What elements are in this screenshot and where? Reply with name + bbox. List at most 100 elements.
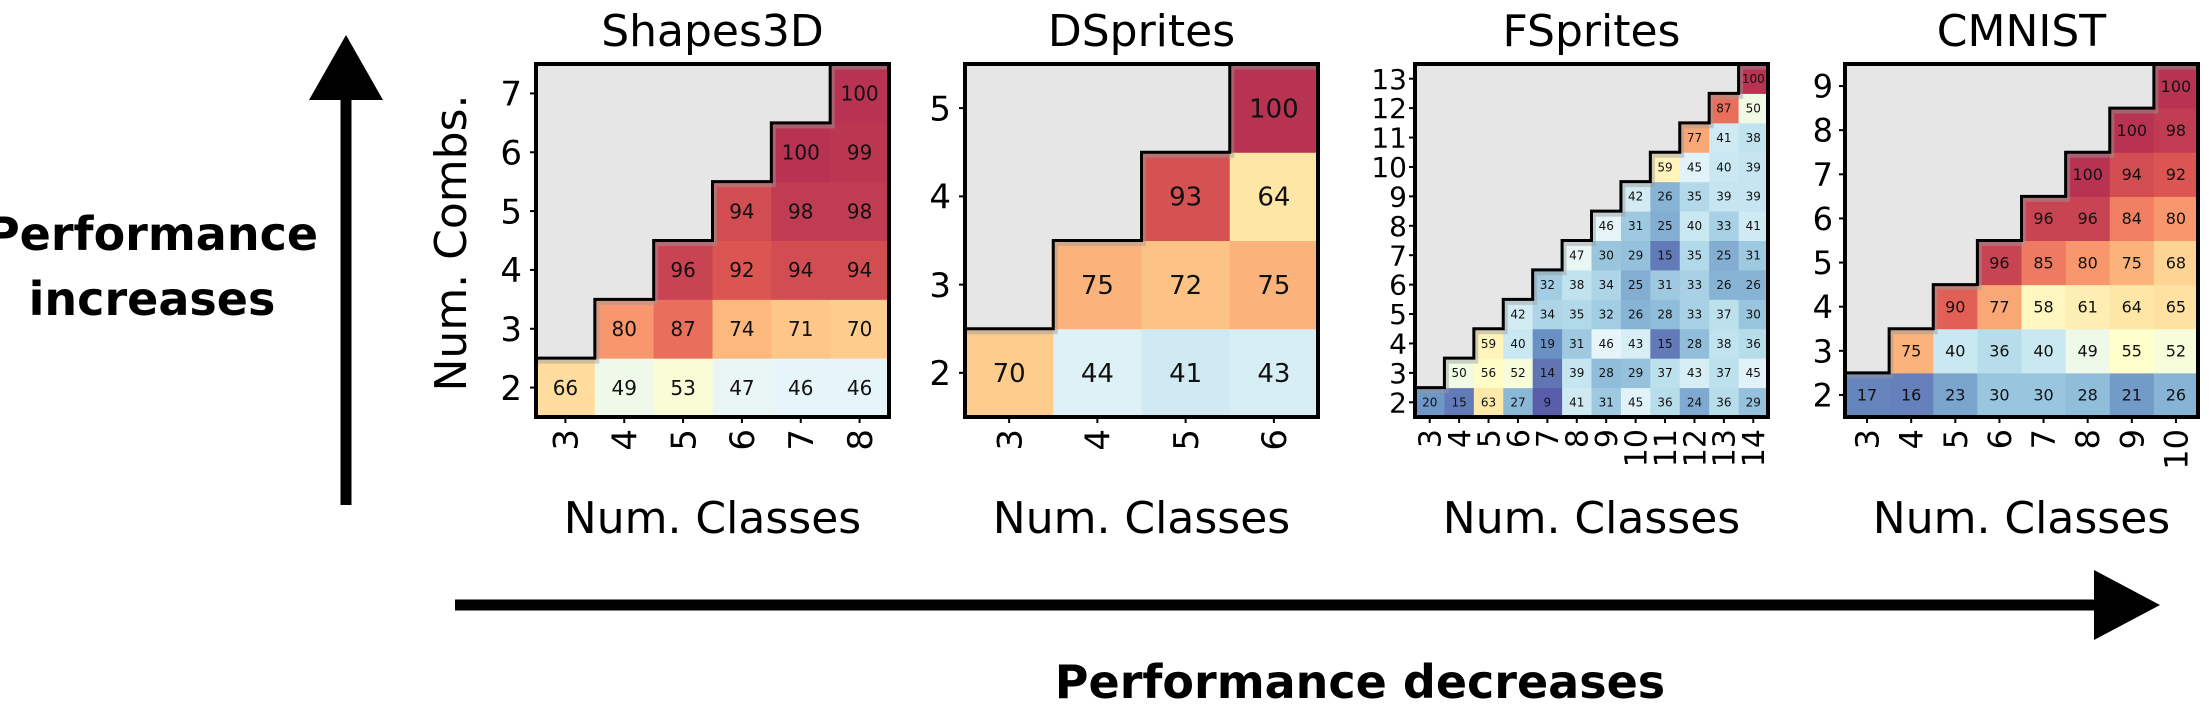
heatmap-cell [2065,152,2111,197]
cell-value-label: 15 [1657,249,1672,263]
heatmap-cell [1709,358,1740,389]
heatmap-cell [2153,328,2199,374]
cell-value-label: 77 [1687,131,1702,145]
cell-value-label: 53 [670,376,695,400]
heatmap-cell [1562,240,1592,271]
heatmap-cell [1229,152,1319,241]
heatmap-cell [1532,269,1563,300]
cell-value-label: 75 [1257,271,1290,301]
cell-value-label: 33 [1687,278,1702,292]
heatmap-cell [1532,387,1563,418]
x-tick-label: 14 [1737,429,1772,467]
cell-value-label: 41 [1746,219,1761,233]
heatmap-cell [1620,387,1651,418]
cell-value-label: 49 [2078,342,2098,361]
cell-value-label: 84 [2122,209,2142,228]
heatmap-cell [1591,328,1622,359]
heatmap-cell [1415,387,1445,418]
heatmap-cell [1679,328,1710,359]
x-tick-label: 4 [1893,429,1931,449]
heatmap-cell [1620,358,1651,389]
cell-value-label: 80 [2166,209,2186,228]
cell-value-label: 49 [612,376,637,400]
x-tick-label: 5 [1167,429,1207,451]
cell-value-label: 38 [1746,131,1761,145]
cell-value-label: 29 [1746,396,1761,410]
heatmap-cell [1053,240,1142,330]
cell-value-label: 30 [1989,386,2009,405]
x-tick-label: 6 [1255,429,1295,451]
x-tick-label: 5 [1472,429,1507,448]
cell-value-label: 37 [1657,366,1672,380]
boundary-line [536,62,889,360]
plot-frame [534,62,891,419]
heatmap-cell [1650,299,1681,330]
cell-value-label: 72 [1169,271,1202,301]
heatmap-cell [1933,372,1978,418]
cell-value-label: 100 [2072,165,2103,184]
heatmap-cell [1444,387,1475,418]
heatmap-cell [830,181,890,241]
cell-value-label: 55 [2122,342,2142,361]
cell-value-label: 36 [1657,396,1672,410]
heatmap-cell [1738,122,1769,153]
cell-value-label: 92 [2166,165,2186,184]
x-tick-label: 3 [547,429,587,451]
heatmap-cell [2153,64,2199,109]
heatmap-cell [1620,299,1651,330]
cell-value-label: 45 [1628,396,1643,410]
heatmap-cell [771,181,831,241]
cell-value-label: 90 [1945,297,1965,316]
x-tick-label: 8 [2069,429,2107,449]
cell-value-label: 100 [2161,77,2192,96]
cell-value-label: 39 [1716,190,1731,204]
cell-value-label: 26 [2166,386,2186,405]
cell-value-label: 61 [2078,297,2098,316]
heatmap-cell [1620,240,1651,271]
cell-value-label: 42 [1510,307,1525,321]
heatmap-cell [1562,328,1592,359]
x-axis-label: Num. Classes [564,493,861,544]
right-arrow-icon [455,570,2160,640]
x-tick-label: 7 [2025,429,2063,449]
cell-value-label: 31 [1746,249,1761,263]
cell-value-label: 40 [1945,342,1965,361]
heatmap-cell [1933,328,1978,374]
heatmap-cell [1620,269,1651,300]
heatmap-dsprites: 70 44 41 43 75 72 75 93 64 100 DSprites 2 3 4 5 3 4 5 6 Num… [929,6,1320,544]
cell-value-label: 36 [1746,337,1761,351]
cell-value-label: 41 [1569,396,1584,410]
cell-value-label: 44 [1081,359,1114,389]
heatmap-cell [2153,240,2199,286]
heatmap-cell [594,358,655,418]
heatmap-cell [2153,152,2199,197]
heatmap-cell [653,240,713,300]
heatmap-cell [1473,387,1504,418]
x-axis-label: Num. Classes [1873,493,2170,544]
chart-title: DSprites [1048,6,1235,57]
heatmap-cell [1709,269,1740,300]
cell-value-label: 77 [1989,297,2009,316]
cell-value-label: 26 [1628,307,1643,321]
y-tick-label: 4 [1813,288,1833,326]
heatmap-cell [1709,122,1740,153]
cell-value-label: 25 [1628,278,1643,292]
chart-title: Shapes3D [601,6,824,57]
heatmap-cell [1650,211,1681,241]
cell-value-label: 87 [1716,101,1731,115]
heatmap-cell [1620,211,1651,241]
cell-value-label: 30 [2033,386,2053,405]
heatmap-cell [2153,284,2199,330]
heatmap-cell [1532,358,1563,389]
heatmap-cell [2021,328,2067,374]
heatmap-cell [1650,152,1681,183]
cell-value-label: 28 [1657,307,1672,321]
cell-value-label: 59 [1657,160,1672,174]
cell-value-label: 45 [1746,366,1761,380]
heatmap-cell [830,240,890,300]
y-tick-label: 3 [1813,332,1833,370]
cell-value-label: 26 [1716,278,1731,292]
cell-value-label: 32 [1540,278,1555,292]
cell-value-label: 75 [1901,342,1921,361]
cell-value-label: 31 [1657,278,1672,292]
